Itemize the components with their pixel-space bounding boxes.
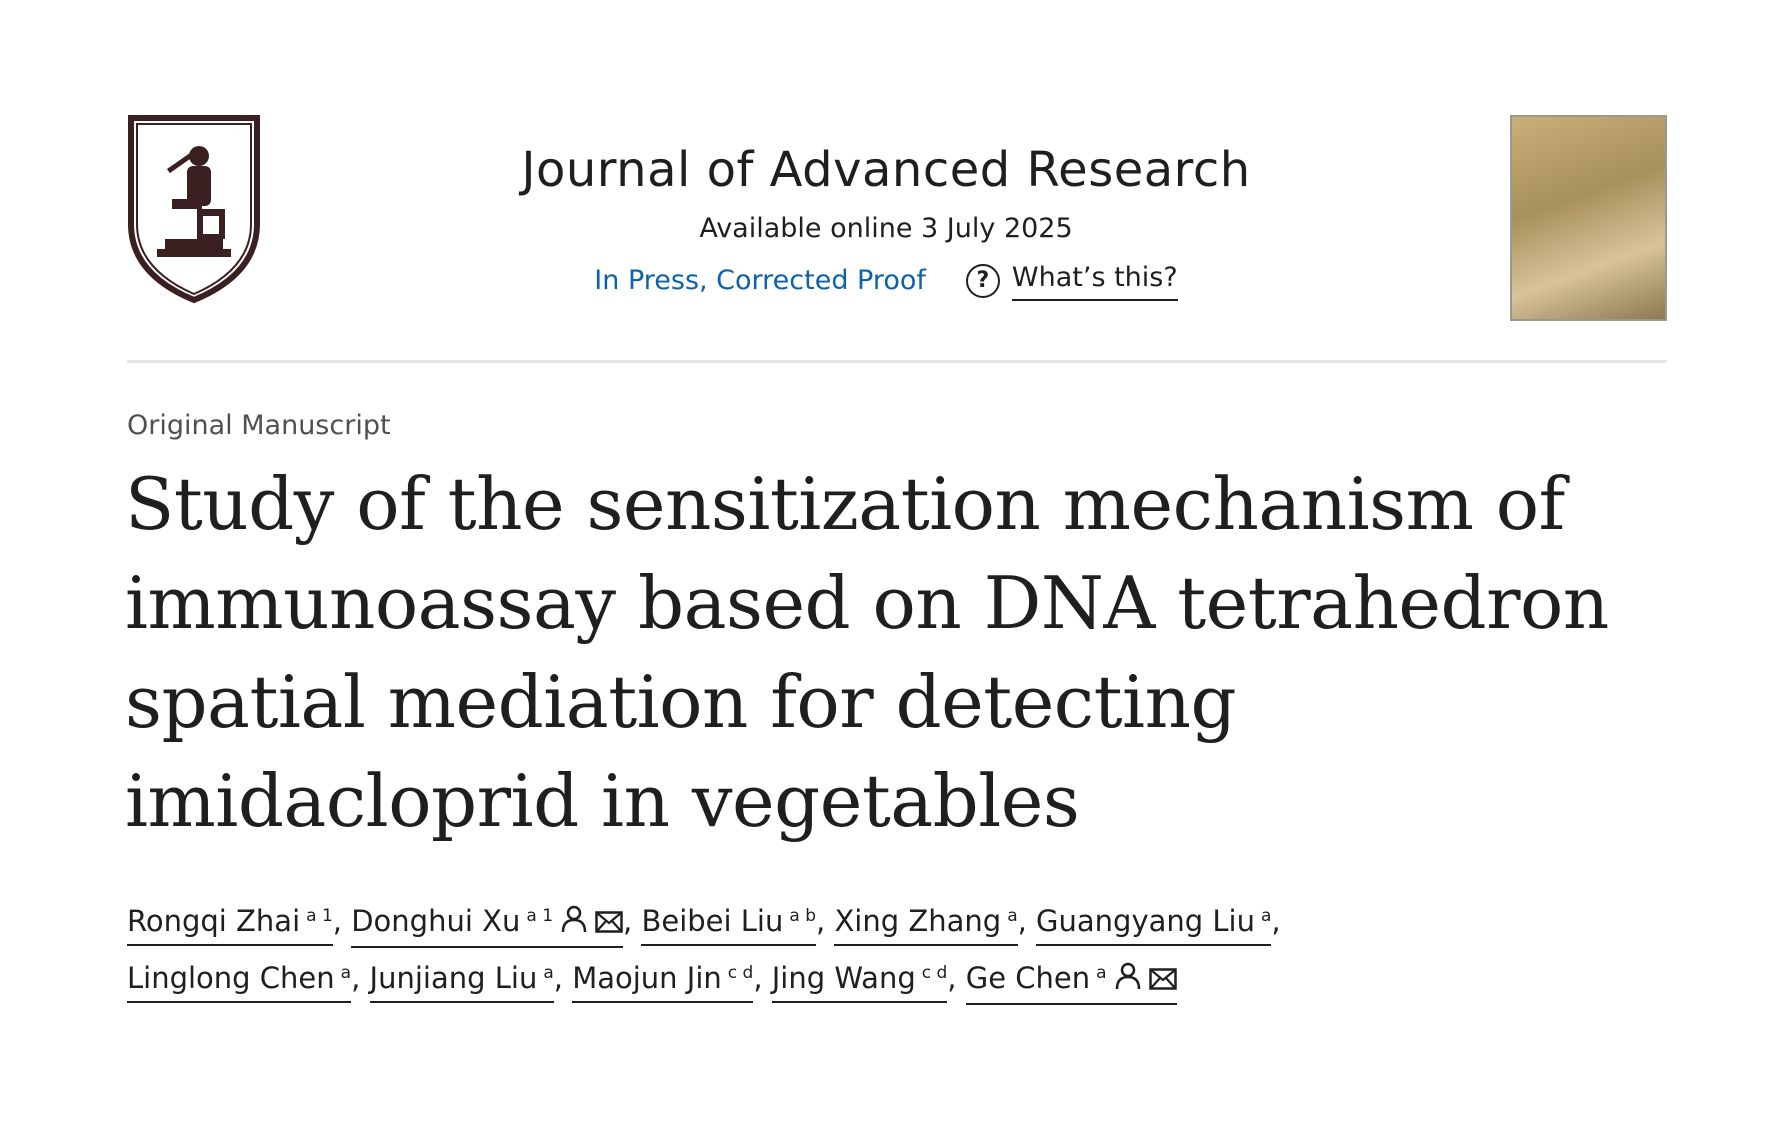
author-name: Rongqi Zhai — [127, 904, 301, 938]
author-separator: , — [753, 961, 772, 995]
author-affiliation: a — [1096, 963, 1107, 983]
author-link[interactable]: Rongqi Zhai a 1 — [127, 897, 333, 946]
author-affiliation: a b — [789, 906, 816, 926]
journal-cover-image[interactable] — [1510, 115, 1667, 321]
mail-icon — [595, 904, 623, 942]
author-separator: , — [1017, 904, 1037, 938]
author-name: Linglong Chen — [127, 961, 335, 995]
author-affiliation: c d — [921, 963, 948, 983]
author-link[interactable]: Donghui Xu a 1 — [351, 897, 624, 948]
person-icon — [561, 904, 587, 942]
author-name: Donghui Xu — [351, 904, 521, 938]
author-affiliation: a — [1007, 906, 1018, 926]
whats-this-button[interactable]: ? What’s this? — [965, 260, 1178, 301]
author-separator: , — [1271, 904, 1281, 938]
author-name: Beibei Liu — [641, 904, 784, 938]
author-link[interactable]: Maojun Jin c d — [572, 954, 754, 1003]
author-affiliation: a — [340, 963, 352, 983]
author-name: Guangyang Liu — [1036, 904, 1255, 938]
article-title: Study of the sensitization mechanism of … — [125, 462, 1609, 843]
journal-header: Journal of Advanced Research Available o… — [300, 140, 1472, 301]
author-link[interactable]: Linglong Chen a — [127, 954, 352, 1003]
author-name: Xing Zhang — [834, 904, 1002, 938]
author-affiliation: a 1 — [306, 906, 333, 926]
author-separator: , — [332, 904, 352, 938]
author-affiliation: a 1 — [526, 906, 554, 926]
author-link[interactable]: Junjiang Liu a — [369, 954, 554, 1003]
header-divider — [127, 360, 1667, 363]
article-status: In Press, Corrected Proof — [594, 264, 926, 296]
author-separator: , — [623, 904, 642, 938]
author-affiliation: c d — [727, 963, 754, 983]
article-type: Original Manuscript — [127, 410, 391, 441]
author-link[interactable]: Xing Zhang a — [834, 897, 1018, 946]
journal-title-link[interactable]: Journal of Advanced Research — [521, 142, 1251, 198]
author-separator: , — [947, 961, 966, 995]
author-link[interactable]: Jing Wang c d — [771, 954, 948, 1003]
author-separator: , — [553, 961, 573, 995]
person-icon — [1115, 961, 1141, 999]
journal-logo[interactable] — [127, 114, 261, 304]
author-link[interactable]: Guangyang Liu a — [1036, 897, 1272, 946]
author-affiliation: a — [1261, 906, 1272, 926]
author-affiliation: a — [543, 963, 554, 983]
author-name: Jing Wang — [771, 961, 916, 995]
author-separator: , — [816, 904, 835, 938]
author-name: Ge Chen — [965, 961, 1091, 995]
author-link[interactable]: Beibei Liu a b — [641, 897, 816, 946]
author-link[interactable]: Ge Chen a — [965, 954, 1177, 1005]
available-online-date: Available online 3 July 2025 — [699, 213, 1073, 244]
author-name: Junjiang Liu — [369, 961, 538, 995]
author-name: Maojun Jin — [572, 961, 722, 995]
mail-icon — [1148, 961, 1177, 999]
author-list: Rongqi Zhai a 1, Donghui Xu a 1, Beibei Li… — [127, 893, 1667, 1007]
whats-this-link[interactable]: What’s this? — [1011, 260, 1178, 301]
author-separator: , — [351, 961, 370, 995]
question-circle-icon: ? — [965, 263, 1000, 298]
